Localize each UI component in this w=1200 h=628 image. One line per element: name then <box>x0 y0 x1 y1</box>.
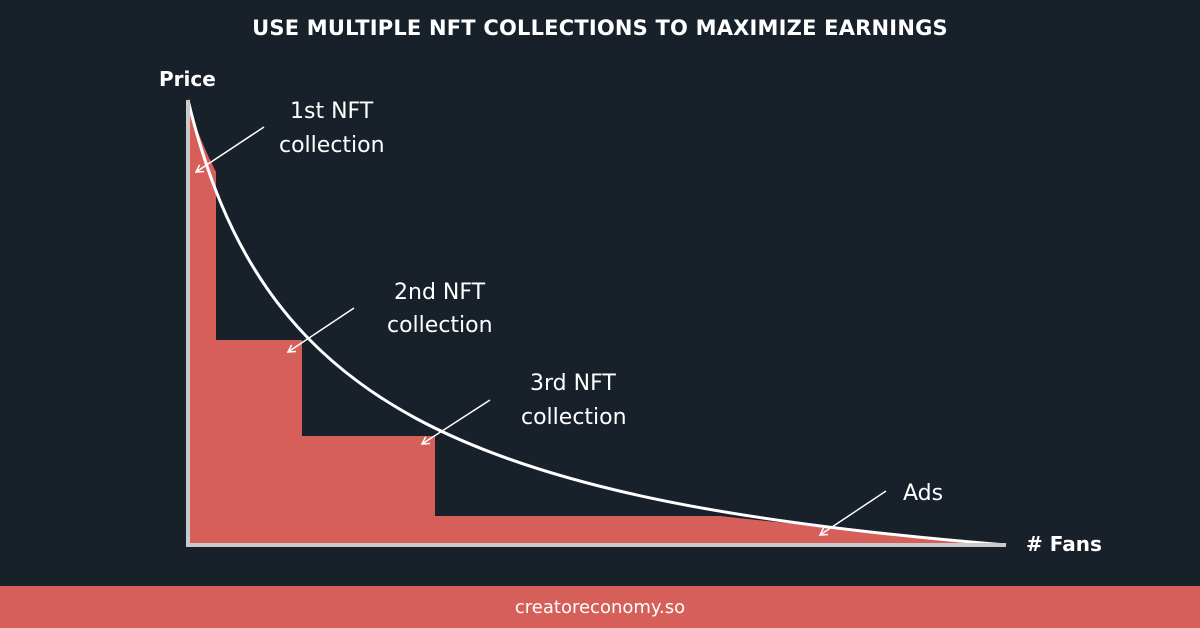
footer-url: creatoreconomy.so <box>514 596 686 618</box>
second-collection-arrow <box>286 307 355 353</box>
third-collection-arrow <box>420 399 491 445</box>
diagram-title: USE MULTIPLE NFT COLLECTIONS TO MAXIMIZE… <box>252 16 948 40</box>
earnings-area <box>188 100 1006 545</box>
x-axis-label: # Fans <box>1026 532 1102 556</box>
y-axis-label: Price <box>159 67 216 91</box>
first-collection-label-line2: collection <box>279 133 385 158</box>
footer-bar: creatoreconomy.so <box>0 586 1200 628</box>
first-collection-label-line1: 1st NFT <box>290 99 374 124</box>
third-collection-label-line1: 3rd NFT <box>530 371 616 396</box>
third-collection-label-line2: collection <box>521 405 627 430</box>
second-collection-label-line2: collection <box>387 313 493 338</box>
second-collection-label-line1: 2nd NFT <box>394 280 486 305</box>
demand-curve-diagram: Price # Fans 1st NFT collection 2nd NFT … <box>159 67 1102 556</box>
demand-curve <box>186 99 1007 547</box>
first-collection-arrow <box>194 126 265 173</box>
ads-arrow <box>818 490 887 536</box>
ads-label: Ads <box>903 481 943 506</box>
